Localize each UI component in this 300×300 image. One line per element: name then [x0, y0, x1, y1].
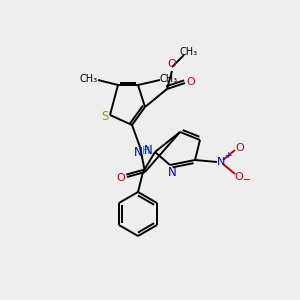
- Text: +: +: [224, 152, 232, 160]
- Text: O: O: [236, 143, 244, 153]
- Text: S: S: [101, 110, 109, 124]
- Text: N: N: [168, 166, 176, 178]
- Text: O: O: [235, 172, 243, 182]
- Text: O: O: [187, 77, 195, 87]
- Text: N: N: [217, 157, 225, 167]
- Text: −: −: [243, 175, 251, 185]
- Text: O: O: [168, 59, 176, 69]
- Text: CH₃: CH₃: [80, 74, 98, 84]
- Text: N: N: [134, 146, 142, 158]
- Text: CH₃: CH₃: [180, 47, 198, 57]
- Text: N: N: [144, 143, 152, 157]
- Text: O: O: [117, 173, 125, 183]
- Text: CH₃: CH₃: [160, 74, 178, 84]
- Text: H: H: [142, 146, 150, 156]
